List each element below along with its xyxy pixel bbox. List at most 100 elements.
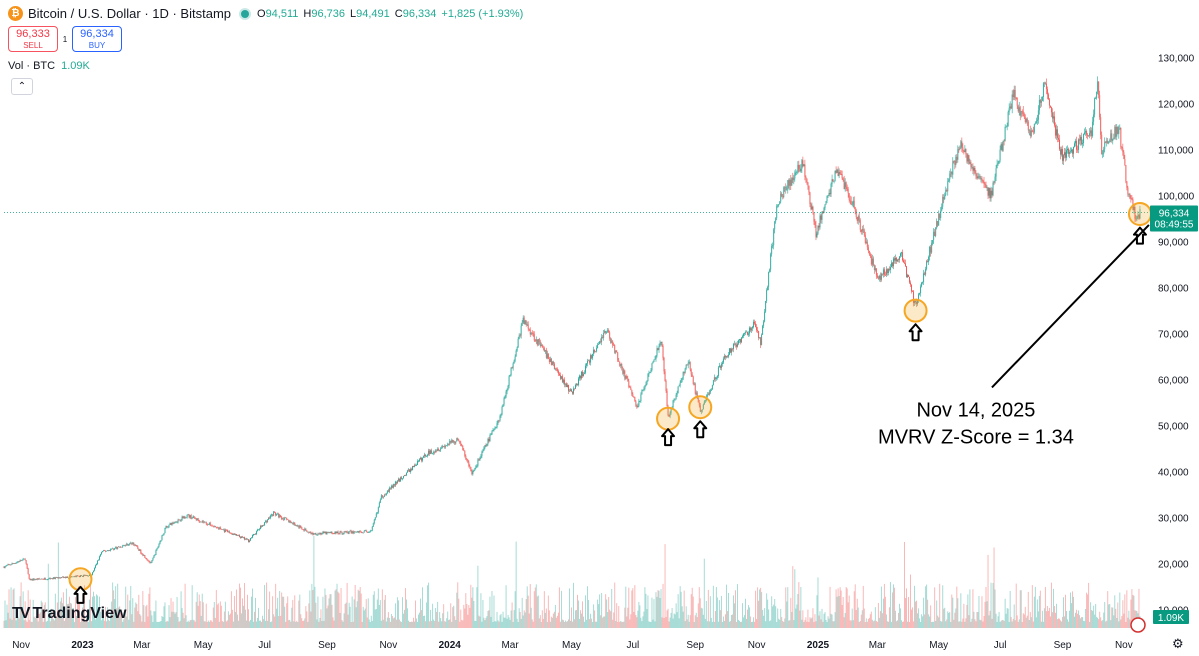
- candle-body: [47, 579, 49, 580]
- candle-body: [344, 531, 346, 533]
- candle-body: [689, 362, 691, 370]
- collapse-legend-button[interactable]: ⌃: [11, 78, 33, 95]
- candle-body: [224, 529, 226, 532]
- candle-body: [715, 377, 717, 379]
- candle-body: [722, 358, 724, 363]
- symbol-title[interactable]: Bitcoin / U.S. Dollar · 1D · Bitstamp: [28, 6, 231, 21]
- candle-body: [803, 164, 805, 167]
- up-arrow-icon: [73, 585, 88, 604]
- candle-body: [1127, 187, 1129, 195]
- candle-body: [132, 542, 134, 545]
- candle-body: [1046, 89, 1048, 95]
- candle-body: [674, 398, 676, 400]
- candle-body: [64, 577, 66, 578]
- candle-body: [116, 547, 118, 549]
- candle-body: [611, 341, 613, 343]
- chevron-up-icon: ⌃: [17, 81, 27, 92]
- candle-body: [428, 450, 430, 455]
- candle-body: [112, 548, 114, 550]
- candle-body: [612, 341, 614, 346]
- candle-body: [462, 446, 464, 450]
- candle-body: [271, 514, 273, 516]
- candle-body: [101, 552, 103, 555]
- candle-body: [143, 555, 145, 556]
- candle-body: [1139, 209, 1141, 219]
- candle-body: [44, 578, 46, 580]
- candle-body: [276, 514, 278, 516]
- candle-body: [243, 537, 244, 538]
- candle-body: [308, 531, 310, 533]
- candle-body: [362, 532, 364, 534]
- last-price-tag: [1150, 205, 1198, 232]
- candle-body: [595, 351, 597, 352]
- candle-body: [877, 277, 879, 279]
- candle-body: [740, 339, 741, 343]
- volume-tag-label: 1.09K: [1158, 613, 1184, 624]
- candle-body: [319, 533, 321, 534]
- candle-body: [494, 427, 496, 430]
- sell-button[interactable]: 96,333 SELL: [8, 26, 58, 52]
- candle-body: [821, 211, 823, 220]
- candle-body: [24, 558, 26, 561]
- candle-body: [268, 517, 270, 520]
- candle-body: [187, 514, 189, 516]
- candle-body: [781, 193, 783, 196]
- candle-body: [151, 560, 153, 563]
- candle-body: [279, 515, 281, 518]
- candle-body: [102, 551, 104, 553]
- candle-body: [461, 445, 463, 447]
- symbol-row[interactable]: ₿ Bitcoin / U.S. Dollar · 1D · Bitstamp …: [8, 6, 523, 21]
- candle-body: [827, 195, 829, 197]
- candle-body: [420, 457, 421, 460]
- candle-body: [158, 544, 160, 547]
- candle-body: [765, 300, 767, 312]
- candle-body: [902, 252, 903, 261]
- candle-body: [566, 385, 568, 388]
- volume-label: Vol · BTC: [8, 60, 56, 72]
- candle-body: [895, 257, 896, 261]
- candle-body: [924, 273, 926, 275]
- candle-body: [724, 355, 726, 358]
- tradingview-logo[interactable]: TV TradingView: [12, 605, 126, 623]
- candle-body: [137, 546, 139, 549]
- candle-body: [955, 156, 957, 165]
- candle-body: [1009, 106, 1011, 109]
- candle-body: [875, 268, 877, 276]
- candle-body: [863, 230, 865, 235]
- candle-body: [398, 478, 400, 482]
- candle-body: [173, 522, 175, 524]
- candle-body: [130, 542, 132, 544]
- candle-body: [926, 261, 928, 270]
- candle-body: [488, 439, 490, 442]
- candle-body: [115, 547, 117, 549]
- candle-body: [312, 532, 314, 535]
- candle-body: [771, 246, 773, 255]
- candle-body: [645, 384, 647, 386]
- candle-body: [665, 380, 667, 391]
- candle-body: [1013, 90, 1015, 98]
- candle-body: [550, 358, 552, 365]
- candle-body: [548, 358, 550, 363]
- candle-body: [919, 293, 921, 295]
- candle-body: [960, 141, 962, 148]
- x-tick-label: Mar: [133, 640, 151, 651]
- candle-body: [1135, 218, 1137, 220]
- candle-body: [931, 243, 933, 253]
- candle-body: [696, 392, 698, 399]
- candle-body: [387, 490, 389, 492]
- candle-body: [892, 258, 894, 267]
- candle-body: [192, 516, 194, 518]
- candle-body: [587, 360, 589, 364]
- candle-body: [272, 514, 274, 516]
- buy-button[interactable]: 96,334 BUY: [72, 26, 122, 52]
- candle-body: [263, 525, 265, 526]
- volume-legend[interactable]: Vol · BTC 1.09K: [8, 60, 90, 72]
- candle-body: [543, 348, 545, 352]
- candle-body: [569, 390, 570, 392]
- candle-body: [7, 564, 9, 566]
- gear-icon[interactable]: ⚙: [1172, 636, 1184, 651]
- candle-body: [376, 512, 378, 514]
- candle-body: [964, 149, 966, 153]
- candle-body: [978, 176, 980, 177]
